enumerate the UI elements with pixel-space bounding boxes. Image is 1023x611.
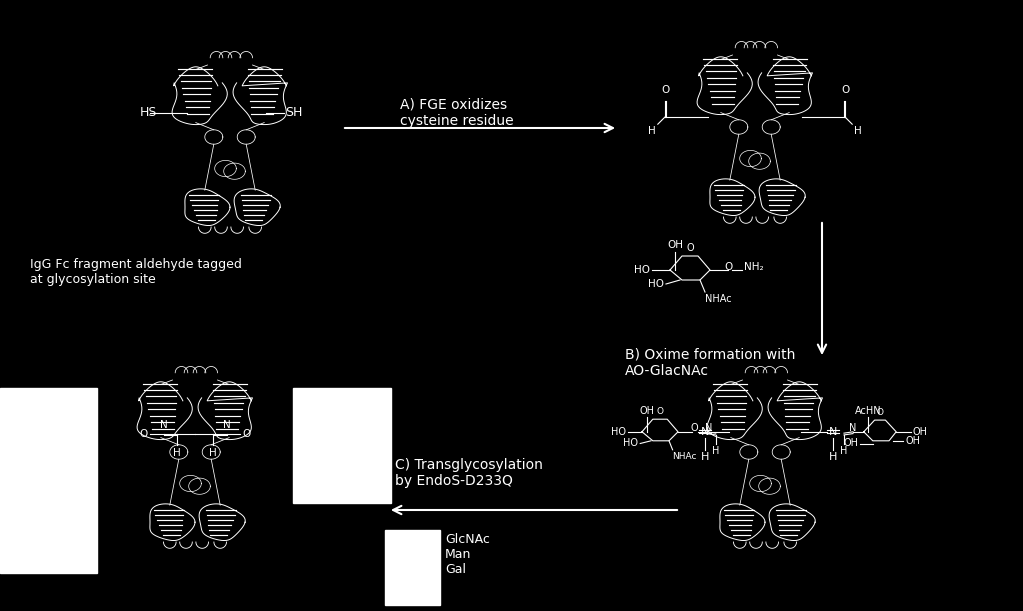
Text: N: N	[705, 423, 712, 433]
Text: HO: HO	[611, 427, 626, 437]
Text: N: N	[223, 420, 230, 430]
Text: O: O	[877, 408, 884, 417]
Text: B) Oxime formation with
AO-GlacNAc: B) Oxime formation with AO-GlacNAc	[625, 348, 795, 378]
Text: H: H	[701, 452, 709, 462]
Text: HO: HO	[634, 265, 650, 275]
Text: C) Transglycosylation
by EndoS-D233Q: C) Transglycosylation by EndoS-D233Q	[395, 458, 543, 488]
Text: GlcNAc
Man
Gal: GlcNAc Man Gal	[445, 533, 490, 576]
Text: NHAc: NHAc	[705, 294, 731, 304]
Text: SH: SH	[285, 106, 303, 120]
Text: O: O	[691, 423, 699, 433]
Text: H: H	[840, 446, 848, 456]
Text: HO: HO	[623, 439, 638, 448]
Text: OH: OH	[667, 240, 683, 250]
Text: H: H	[712, 446, 719, 456]
Text: O: O	[661, 86, 669, 95]
Text: N: N	[160, 420, 168, 430]
Text: O: O	[657, 408, 664, 417]
Text: NHAc: NHAc	[672, 452, 697, 461]
Text: OH: OH	[843, 439, 858, 448]
Text: O: O	[841, 86, 849, 95]
Text: A) FGE oxidizes
cysteine residue: A) FGE oxidizes cysteine residue	[400, 98, 514, 128]
Bar	[0, 388, 97, 573]
Text: O: O	[242, 429, 251, 439]
Text: N: N	[701, 427, 709, 437]
Text: H: H	[173, 448, 181, 458]
Text: NH₂: NH₂	[744, 262, 763, 272]
Text: OH: OH	[913, 427, 928, 437]
Text: OH: OH	[905, 436, 921, 446]
Text: H: H	[209, 448, 217, 458]
Bar	[293, 388, 391, 503]
Text: HO: HO	[648, 279, 664, 289]
Text: O: O	[139, 429, 147, 439]
Text: HS: HS	[140, 106, 158, 120]
Bar	[385, 530, 440, 605]
Text: H: H	[649, 126, 656, 136]
Text: AcHN: AcHN	[855, 406, 882, 415]
Text: H: H	[854, 126, 861, 136]
Text: N: N	[849, 423, 856, 433]
Text: O: O	[686, 243, 694, 253]
Text: IgG Fc fragment aldehyde tagged
at glycosylation site: IgG Fc fragment aldehyde tagged at glyco…	[30, 258, 241, 286]
Text: N: N	[829, 427, 837, 437]
Text: H: H	[829, 452, 837, 462]
Text: O: O	[724, 262, 732, 272]
Text: OH: OH	[639, 406, 654, 415]
